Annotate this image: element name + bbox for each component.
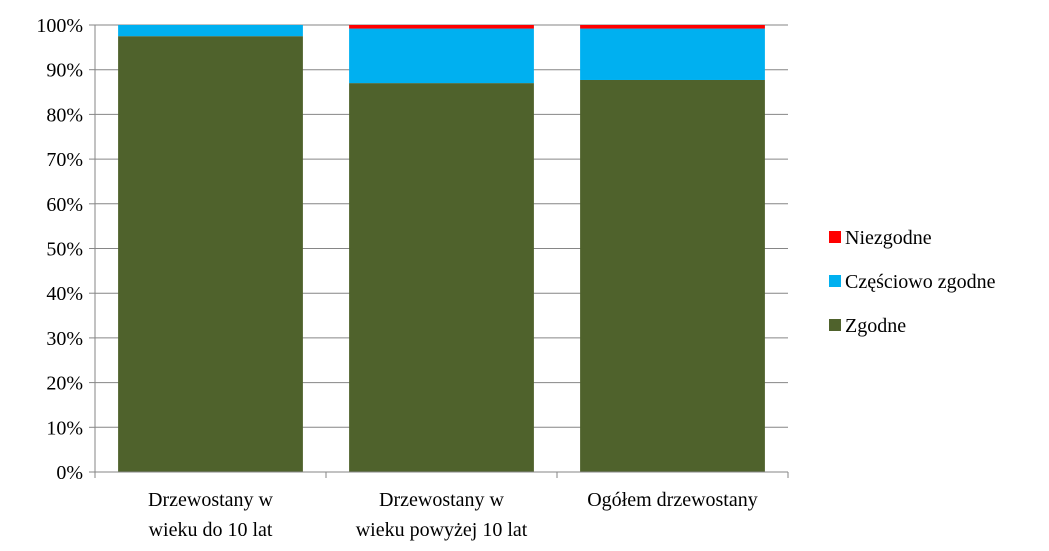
legend-label: Częściowo zgodne bbox=[845, 271, 996, 293]
y-tick-label: 60% bbox=[46, 194, 83, 216]
legend-swatch bbox=[829, 275, 841, 287]
y-tick-label: 90% bbox=[46, 60, 83, 82]
y-tick-label: 10% bbox=[46, 417, 83, 439]
bar-segment bbox=[580, 25, 765, 29]
x-category-label: wieku powyżej 10 lat bbox=[356, 519, 528, 541]
y-tick-label: 0% bbox=[56, 462, 83, 484]
y-tick-label: 100% bbox=[36, 15, 83, 37]
y-tick-label: 80% bbox=[46, 104, 83, 126]
bar-segment bbox=[349, 25, 534, 29]
bar-segment bbox=[349, 28, 534, 84]
bar-segment bbox=[580, 79, 765, 472]
legend: Niezgodne Częściowo zgodne Zgodne bbox=[829, 227, 996, 337]
axes bbox=[89, 24, 789, 478]
bars bbox=[118, 25, 765, 473]
legend-swatch bbox=[829, 319, 841, 331]
y-tick-label: 20% bbox=[46, 373, 83, 395]
bar-segment bbox=[118, 25, 303, 37]
bar-segment bbox=[580, 28, 765, 80]
x-category-label: Drzewostany w bbox=[148, 489, 274, 511]
legend-swatch bbox=[829, 231, 841, 243]
x-category-label: wieku do 10 lat bbox=[149, 519, 273, 541]
legend-label: Niezgodne bbox=[845, 227, 932, 249]
bar-segment bbox=[349, 83, 534, 473]
legend-label: Zgodne bbox=[845, 315, 906, 337]
y-tick-label: 30% bbox=[46, 328, 83, 350]
y-tick-label: 50% bbox=[46, 239, 83, 261]
x-category-label: Drzewostany w bbox=[379, 489, 505, 511]
y-tick-label: 40% bbox=[46, 283, 83, 305]
y-axis-tick-labels: 0% 10% 20% 30% 40% 50% 60% 70% 80% 90% 100% bbox=[36, 15, 83, 484]
x-axis-category-labels: Drzewostany w wieku do 10 lat Drzewostany … bbox=[148, 489, 758, 541]
x-category-label: Ogółem drzewostany bbox=[587, 489, 758, 511]
bar-segment bbox=[118, 36, 303, 473]
y-tick-label: 70% bbox=[46, 149, 83, 171]
